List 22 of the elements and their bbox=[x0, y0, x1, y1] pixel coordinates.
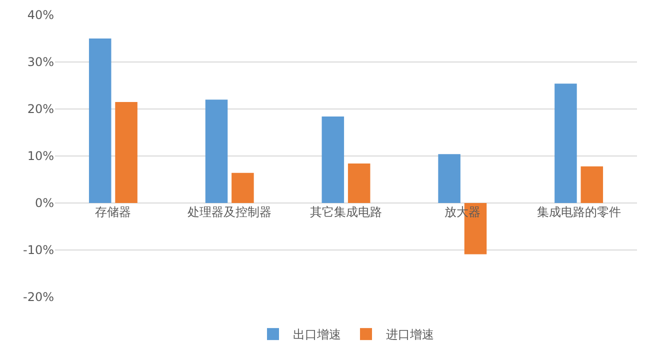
x-tick-label: 其它集成电路 bbox=[310, 205, 382, 219]
y-tick-label: -20% bbox=[22, 290, 54, 304]
bar bbox=[232, 172, 254, 203]
y-tick-label: 30% bbox=[27, 55, 54, 70]
y-tick-label: 20% bbox=[27, 102, 54, 116]
x-tick-label: 存储器 bbox=[95, 205, 132, 219]
y-tick-label: 10% bbox=[27, 149, 54, 164]
legend-label: 进口增速 bbox=[386, 328, 434, 342]
bar bbox=[580, 166, 604, 203]
bar bbox=[348, 164, 370, 203]
y-tick-label: 0% bbox=[34, 196, 54, 210]
bar bbox=[88, 38, 112, 203]
bar bbox=[554, 84, 577, 203]
legend-label: 出口增速 bbox=[293, 328, 341, 342]
y-tick-label: 40% bbox=[27, 8, 54, 22]
x-tick-label: 处理器及控制器 bbox=[188, 205, 272, 219]
bar bbox=[322, 116, 344, 203]
y-tick-label: -10% bbox=[22, 243, 54, 258]
bar bbox=[438, 154, 460, 203]
bar bbox=[205, 100, 228, 203]
x-tick-label: 集成电路的零件 bbox=[536, 205, 621, 219]
bar bbox=[115, 102, 138, 203]
